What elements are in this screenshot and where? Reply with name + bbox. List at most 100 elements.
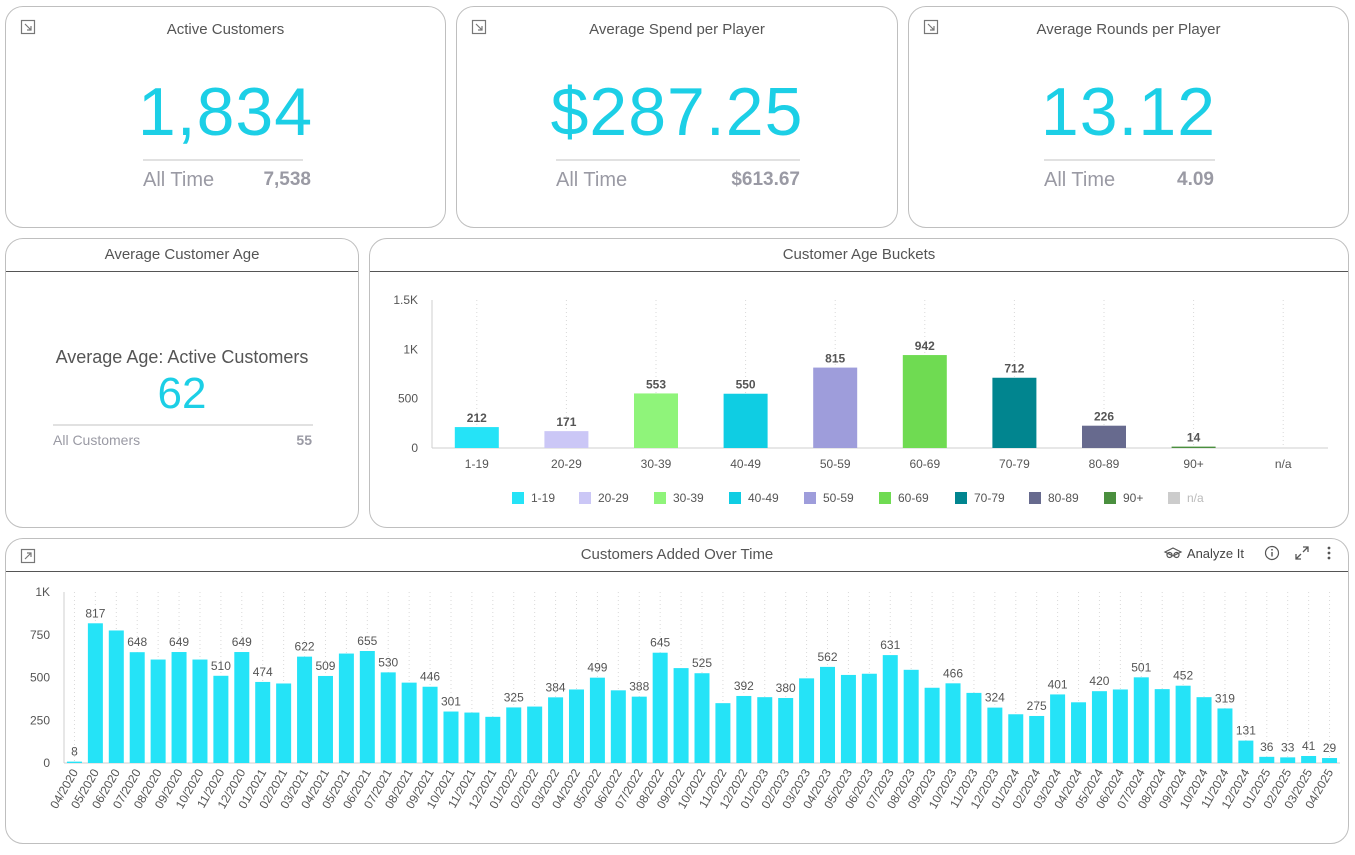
collapse-icon[interactable] (923, 19, 939, 35)
bar (924, 687, 940, 763)
bar (485, 716, 501, 763)
bar (234, 652, 250, 763)
legend-label: n/a (1187, 491, 1204, 505)
data-label: 388 (629, 680, 649, 694)
data-label: 550 (736, 378, 756, 392)
data-label: 474 (253, 665, 273, 679)
kpi-card-active-customers: Active Customers 1,834 All Time 7,538 (5, 6, 446, 228)
average-customer-age-card: Average Customer Age Average Age: Active… (5, 238, 359, 528)
kpi-all-time-label: All Time (556, 169, 628, 191)
bar (171, 652, 187, 763)
data-label: 324 (985, 691, 1005, 705)
y-tick-label: 0 (43, 756, 50, 770)
bar (903, 669, 919, 763)
bar (359, 650, 375, 763)
bar (1008, 714, 1024, 763)
bar (544, 431, 589, 448)
legend-swatch (879, 492, 891, 504)
kpi-value: $287.25 (550, 74, 804, 150)
legend-label: 1-19 (531, 491, 555, 505)
legend-swatch (1104, 492, 1116, 504)
bar (213, 675, 229, 763)
bar (1259, 756, 1275, 763)
data-label: 401 (1048, 677, 1068, 691)
data-label: 319 (1215, 691, 1235, 705)
data-label: 29 (1323, 741, 1337, 755)
data-label: 380 (776, 681, 796, 695)
data-label: 171 (556, 415, 576, 429)
bar (813, 367, 858, 448)
bar (1050, 694, 1066, 763)
y-tick-label: 1K (35, 585, 50, 599)
kpi-all-time-label: All Time (143, 169, 215, 191)
card-title: Average Customer Age (6, 239, 358, 272)
analyze-it-label: Analyze It (1186, 545, 1244, 561)
average-age-value: 62 (157, 369, 207, 418)
data-label: 384 (546, 680, 566, 694)
card-title: Customer Age Buckets (370, 239, 1348, 272)
legend-label: 30-39 (673, 491, 704, 505)
legend-swatch (729, 492, 741, 504)
kpi-title: Active Customers (166, 21, 285, 38)
collapse-icon[interactable] (20, 19, 36, 35)
bar (631, 696, 647, 763)
data-label: 655 (357, 634, 377, 648)
bar (1322, 758, 1338, 763)
card-title: Customers Added Over Time (6, 539, 1348, 572)
data-label: 648 (127, 635, 147, 649)
bar (736, 695, 752, 763)
kpi-all-time-value: 7,538 (263, 169, 311, 190)
bar (1301, 755, 1317, 763)
data-label: 212 (467, 411, 487, 425)
data-label: 553 (646, 377, 666, 391)
legend-label: 80-89 (1048, 491, 1079, 505)
data-label: 226 (1094, 410, 1114, 424)
kpi-title: Average Rounds per Player (1036, 21, 1221, 38)
info-icon[interactable] (1264, 545, 1280, 561)
kpi-value: 13.12 (1040, 74, 1217, 150)
legend-label: 50-59 (823, 491, 854, 505)
y-tick-label: 0 (411, 441, 418, 455)
data-label: 712 (1004, 362, 1024, 376)
kpi-value: 1,834 (137, 74, 314, 150)
collapse-icon[interactable] (471, 19, 487, 35)
data-label: 649 (232, 635, 252, 649)
bar (1112, 689, 1128, 763)
x-tick-label: 80-89 (1089, 457, 1120, 471)
bar (317, 675, 333, 763)
bar (150, 659, 166, 763)
expand-icon[interactable] (20, 548, 36, 564)
customers-over-time-chart: 02505007501K804/202081705/202006/2020648… (30, 585, 1340, 811)
bar (108, 630, 124, 763)
y-tick-label: 1.5K (393, 293, 418, 307)
x-tick-label: 90+ (1183, 457, 1203, 471)
data-label: 510 (211, 659, 231, 673)
data-label: 14 (1187, 431, 1201, 445)
data-label: 645 (650, 636, 670, 650)
data-label: 33 (1281, 740, 1295, 754)
bar (987, 707, 1003, 763)
more-options-icon[interactable] (1324, 545, 1334, 561)
bar (1029, 715, 1045, 763)
bar (1071, 702, 1087, 763)
bar (723, 393, 768, 448)
bar (673, 668, 689, 763)
analyze-icon (1163, 547, 1183, 559)
analyze-it-button[interactable]: Analyze It (1163, 546, 1244, 561)
data-label: 501 (1131, 660, 1151, 674)
bar (443, 711, 459, 763)
data-label: 452 (1173, 669, 1193, 683)
data-label: 275 (1027, 699, 1047, 713)
bar (255, 681, 271, 763)
bar (454, 427, 499, 448)
bar (715, 703, 731, 763)
kpi-all-time-value: 4.09 (1177, 169, 1214, 190)
data-label: 817 (85, 606, 105, 620)
bar (506, 707, 522, 763)
data-label: 562 (817, 650, 837, 664)
x-tick-label: 20-29 (551, 457, 582, 471)
fullscreen-icon[interactable] (1294, 545, 1310, 561)
average-age-label: Average Age: Active Customers (55, 347, 309, 367)
y-tick-label: 250 (30, 713, 50, 727)
bar (297, 656, 313, 763)
